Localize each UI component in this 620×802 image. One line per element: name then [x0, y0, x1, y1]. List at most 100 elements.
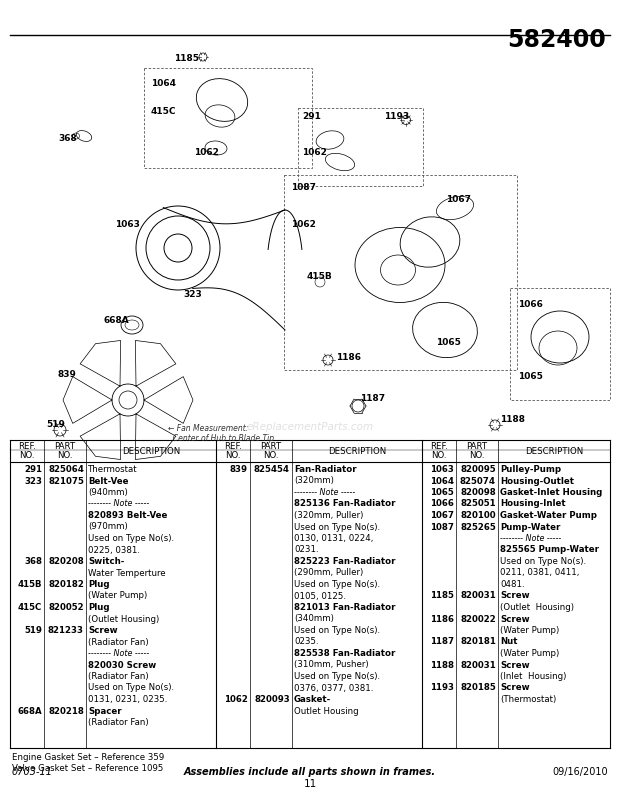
Text: ← Fan Measurement:
  Center of Hub to Blade Tip: ← Fan Measurement: Center of Hub to Blad… [168, 424, 274, 444]
Text: 0231.: 0231. [294, 545, 319, 554]
Text: Engine Gasket Set – Reference 359: Engine Gasket Set – Reference 359 [12, 753, 164, 762]
Text: 820022: 820022 [460, 614, 496, 623]
Text: 1062: 1062 [291, 220, 316, 229]
Text: 1063: 1063 [115, 220, 140, 229]
Text: 825454: 825454 [254, 465, 290, 474]
Text: 820181: 820181 [460, 638, 496, 646]
Text: 1067: 1067 [446, 195, 471, 204]
Text: 820093: 820093 [254, 695, 290, 704]
Text: 0211, 0381, 0411,: 0211, 0381, 0411, [500, 569, 579, 577]
Text: Water Temperture: Water Temperture [88, 569, 166, 577]
Text: 1064: 1064 [151, 79, 176, 88]
Text: 0235.: 0235. [294, 638, 319, 646]
Text: Housing-Inlet: Housing-Inlet [500, 500, 565, 508]
Text: 1062: 1062 [194, 148, 219, 157]
Text: (Radiator Fan): (Radiator Fan) [88, 718, 149, 727]
Text: Thermostat: Thermostat [88, 465, 138, 474]
Text: REF.
NO.: REF. NO. [18, 442, 36, 460]
Text: Used on Type No(s).: Used on Type No(s). [500, 557, 586, 566]
Text: 820208: 820208 [48, 557, 84, 566]
Text: 415C: 415C [18, 603, 42, 612]
Text: Gasket-: Gasket- [294, 695, 331, 704]
Text: 09/16/2010: 09/16/2010 [552, 767, 608, 777]
Text: Gasket-Inlet Housing: Gasket-Inlet Housing [500, 488, 602, 497]
Text: 1188: 1188 [430, 661, 454, 670]
Text: Used on Type No(s).: Used on Type No(s). [88, 534, 174, 543]
Bar [284, 175, 517, 370]
Text: (320mm): (320mm) [294, 476, 334, 485]
Text: 1065: 1065 [430, 488, 454, 497]
Text: Used on Type No(s).: Used on Type No(s). [294, 626, 380, 635]
Text: 323: 323 [24, 476, 42, 485]
Text: (310mm, Pusher): (310mm, Pusher) [294, 661, 369, 670]
Text: 1066: 1066 [518, 300, 543, 309]
Text: (Water Pump): (Water Pump) [88, 592, 148, 601]
Bar [510, 288, 610, 400]
Text: (290mm, Puller): (290mm, Puller) [294, 569, 363, 577]
Text: 820182: 820182 [48, 580, 84, 589]
Text: Outlet Housing: Outlet Housing [294, 707, 358, 715]
Text: PART
NO.: PART NO. [466, 442, 487, 460]
Text: REF.
NO.: REF. NO. [430, 442, 448, 460]
Text: Nut: Nut [500, 638, 518, 646]
Text: Assemblies include all parts shown in frames.: Assemblies include all parts shown in fr… [184, 767, 436, 777]
Text: PART
NO.: PART NO. [260, 442, 281, 460]
Text: -------- Note -----: -------- Note ----- [88, 500, 149, 508]
Text: -------- Note -----: -------- Note ----- [294, 488, 355, 497]
Text: (Water Pump): (Water Pump) [500, 649, 559, 658]
Text: 820095: 820095 [461, 465, 496, 474]
Text: Housing-Outlet: Housing-Outlet [500, 476, 574, 485]
Text: (Inlet  Housing): (Inlet Housing) [500, 672, 567, 681]
Text: 291: 291 [302, 112, 321, 121]
Text: 1064: 1064 [430, 476, 454, 485]
Text: 11: 11 [303, 779, 317, 789]
Text: 668A: 668A [17, 707, 42, 715]
Text: Pump-Water: Pump-Water [500, 522, 560, 532]
Text: 825565 Pump-Water: 825565 Pump-Water [500, 545, 599, 554]
Text: 1188: 1188 [500, 415, 525, 424]
Text: 820185: 820185 [460, 683, 496, 692]
Text: (970mm): (970mm) [88, 522, 128, 532]
Text: 1067: 1067 [430, 511, 454, 520]
Text: (940mm): (940mm) [88, 488, 128, 497]
Text: 825265: 825265 [460, 522, 496, 532]
Text: DESCRIPTION: DESCRIPTION [122, 447, 180, 456]
Text: Used on Type No(s).: Used on Type No(s). [88, 683, 174, 692]
Text: 1187: 1187 [360, 394, 385, 403]
Text: 1065: 1065 [518, 372, 543, 381]
Text: Switch-: Switch- [88, 557, 125, 566]
Text: 0130, 0131, 0224,: 0130, 0131, 0224, [294, 534, 373, 543]
Text: Plug: Plug [88, 580, 110, 589]
Text: 1065: 1065 [436, 338, 461, 347]
Text: (320mm, Puller): (320mm, Puller) [294, 511, 363, 520]
Text: 820030 Screw: 820030 Screw [88, 661, 156, 670]
Text: 825074: 825074 [460, 476, 496, 485]
Text: 415C: 415C [151, 107, 177, 116]
Text: Belt-Vee: Belt-Vee [88, 476, 128, 485]
Text: 825064: 825064 [48, 465, 84, 474]
Text: 820031: 820031 [460, 592, 496, 601]
Text: 1066: 1066 [430, 500, 454, 508]
Text: Fan-Radiator: Fan-Radiator [294, 465, 356, 474]
Text: 820052: 820052 [48, 603, 84, 612]
Text: 1187: 1187 [430, 638, 454, 646]
Text: (Radiator Fan): (Radiator Fan) [88, 672, 149, 681]
Text: 1193: 1193 [384, 112, 409, 121]
Text: 519: 519 [24, 626, 42, 635]
Text: 820098: 820098 [460, 488, 496, 497]
Text: Screw: Screw [500, 592, 529, 601]
Text: DESCRIPTION: DESCRIPTION [525, 447, 583, 456]
Text: 1186: 1186 [430, 614, 454, 623]
Text: -------- Note -----: -------- Note ----- [500, 534, 561, 543]
Text: 1185: 1185 [430, 592, 454, 601]
Text: 0225, 0381.: 0225, 0381. [88, 545, 140, 554]
Text: 1186: 1186 [336, 353, 361, 362]
Text: 1087: 1087 [430, 522, 454, 532]
Text: 820031: 820031 [460, 661, 496, 670]
Text: 1062: 1062 [302, 148, 327, 157]
Text: 0105, 0125.: 0105, 0125. [294, 592, 346, 601]
Text: Pulley-Pump: Pulley-Pump [500, 465, 561, 474]
Text: 825051: 825051 [461, 500, 496, 508]
Text: PART
NO.: PART NO. [55, 442, 76, 460]
Text: 291: 291 [24, 465, 42, 474]
